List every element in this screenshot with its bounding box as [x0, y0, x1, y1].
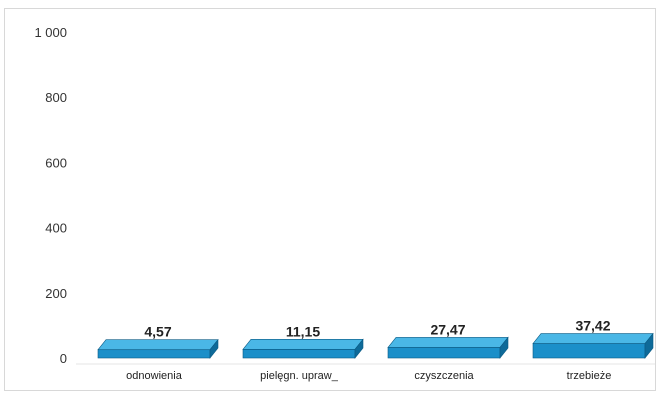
- y-tick-label: 0: [60, 351, 67, 366]
- x-tick-label: odnowienia: [126, 370, 183, 382]
- x-tick-label: pielęgn. upraw_: [260, 370, 339, 382]
- bar-side: [209, 338, 219, 359]
- y-tick-label: 1 000: [34, 25, 67, 40]
- bar-front: [97, 349, 211, 359]
- y-axis: 0 200 400 600 800 1 000: [34, 25, 67, 366]
- bar-top: [97, 339, 219, 351]
- x-tick-label: czyszczenia: [414, 370, 474, 382]
- bar: 4,57: [97, 324, 219, 359]
- bar-side: [354, 338, 364, 359]
- y-tick-label: 600: [45, 155, 67, 170]
- x-axis: odnowienia pielęgn. upraw_ czyszczenia trze…: [76, 363, 655, 382]
- bar-top: [387, 337, 509, 348]
- chart-frame: [4, 8, 656, 391]
- bar-front: [242, 349, 356, 359]
- y-tick-label: 200: [45, 286, 67, 301]
- bar: 27,47: [387, 321, 509, 359]
- data-label: 11,15: [286, 323, 320, 339]
- data-label: 4,57: [144, 324, 171, 340]
- bar-side: [644, 332, 654, 359]
- data-label: 27,47: [430, 321, 465, 337]
- x-tick-label: trzebieże: [567, 370, 612, 382]
- y-tick-label: 400: [45, 221, 67, 236]
- bar-side: [499, 336, 509, 359]
- bar-front: [387, 347, 501, 359]
- data-label: 37,42: [575, 318, 610, 334]
- bar: 37,42: [532, 318, 654, 359]
- bar: 11,15: [242, 323, 364, 359]
- bars: 4,57 11,15 27,47 37,42: [97, 318, 654, 359]
- bar-front: [532, 343, 646, 359]
- bar-top: [532, 333, 654, 344]
- bar-top: [242, 339, 364, 350]
- y-tick-label: 800: [45, 90, 67, 105]
